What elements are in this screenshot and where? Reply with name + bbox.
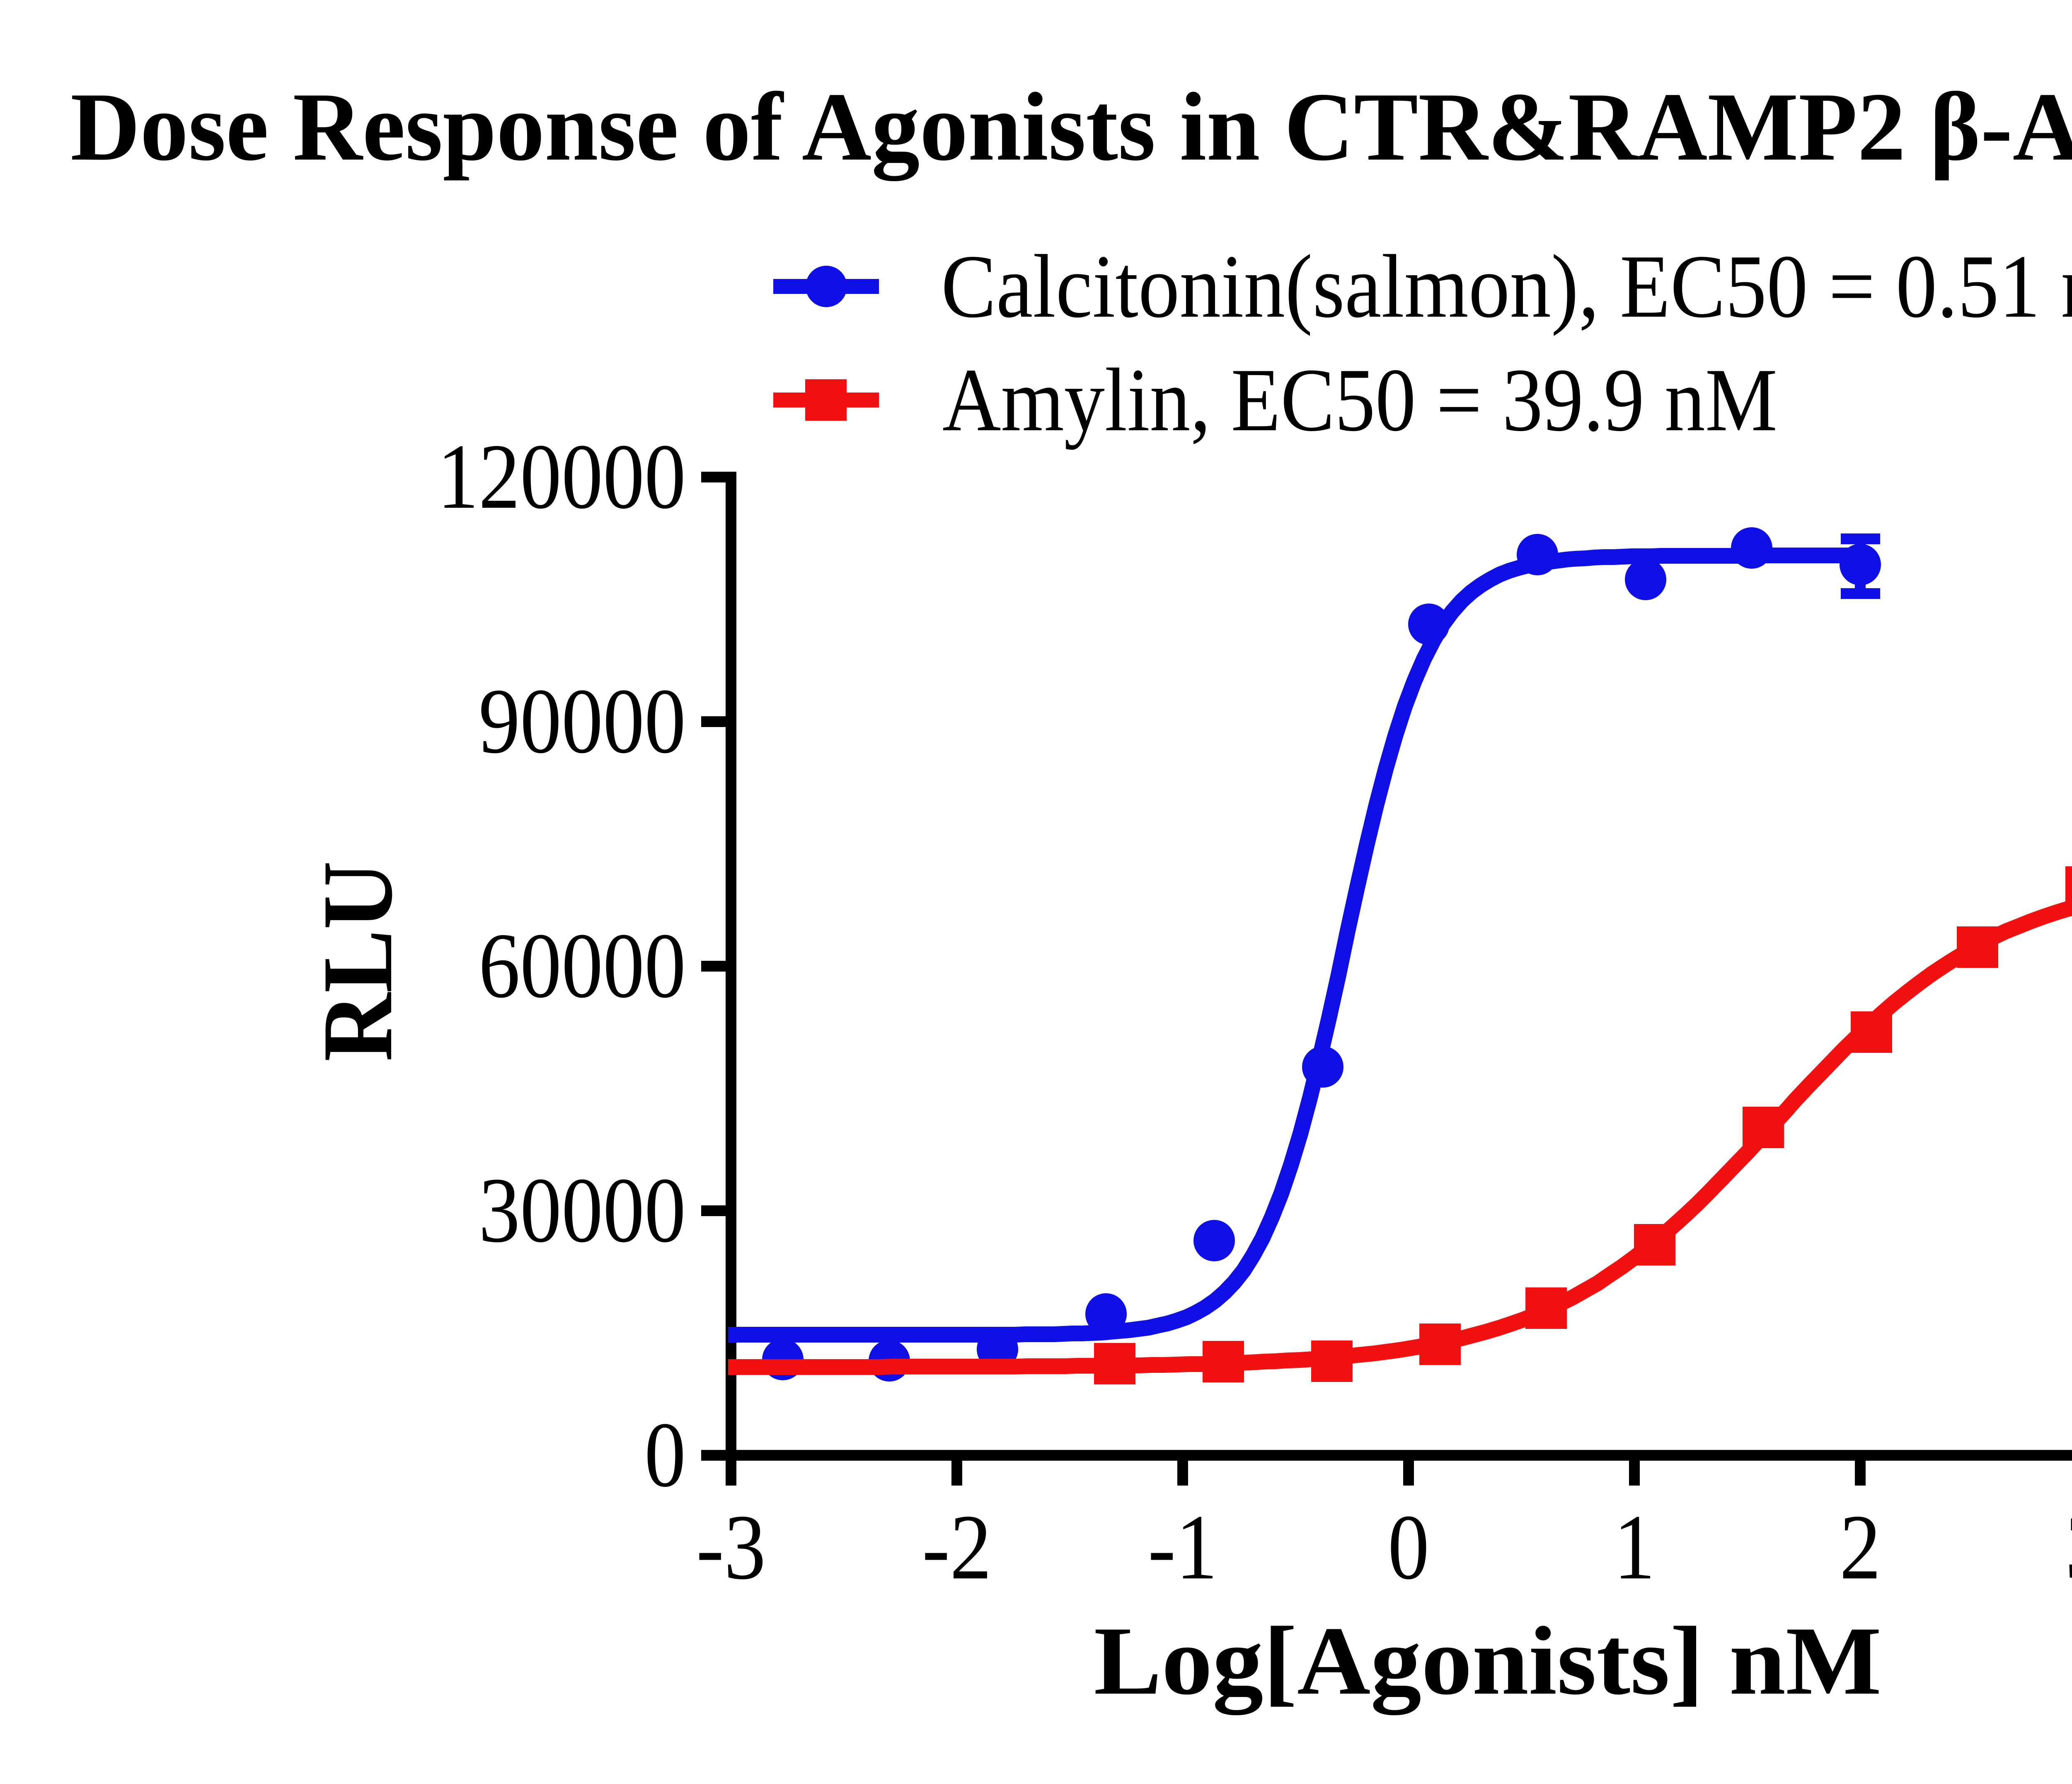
- svg-text:Log[Agonists] nM: Log[Agonists] nM: [1094, 1607, 1882, 1715]
- svg-text:Calcitonin(salmon), EC50 = 0.5: Calcitonin(salmon), EC50 = 0.51 nM: [941, 237, 2072, 337]
- svg-text:30000: 30000: [479, 1158, 686, 1262]
- svg-text:2: 2: [1840, 1495, 1881, 1599]
- svg-text:3: 3: [2065, 1495, 2072, 1599]
- svg-text:Amylin, EC50 = 39.9 nM: Amylin, EC50 = 39.9 nM: [942, 350, 1777, 450]
- svg-text:-1: -1: [1148, 1495, 1218, 1599]
- svg-text:RLU: RLU: [302, 861, 413, 1062]
- svg-text:-3: -3: [696, 1495, 766, 1599]
- svg-text:60000: 60000: [479, 914, 686, 1017]
- svg-text:0: 0: [1388, 1495, 1429, 1599]
- svg-text:1: 1: [1614, 1495, 1655, 1599]
- svg-text:-2: -2: [922, 1495, 992, 1599]
- svg-text:120000: 120000: [437, 424, 686, 528]
- svg-text:Dose Response of Agonists in C: Dose Response of Agonists in CTR&RAMP2 β…: [70, 73, 2072, 181]
- svg-text:90000: 90000: [479, 669, 686, 773]
- svg-text:0: 0: [644, 1403, 686, 1506]
